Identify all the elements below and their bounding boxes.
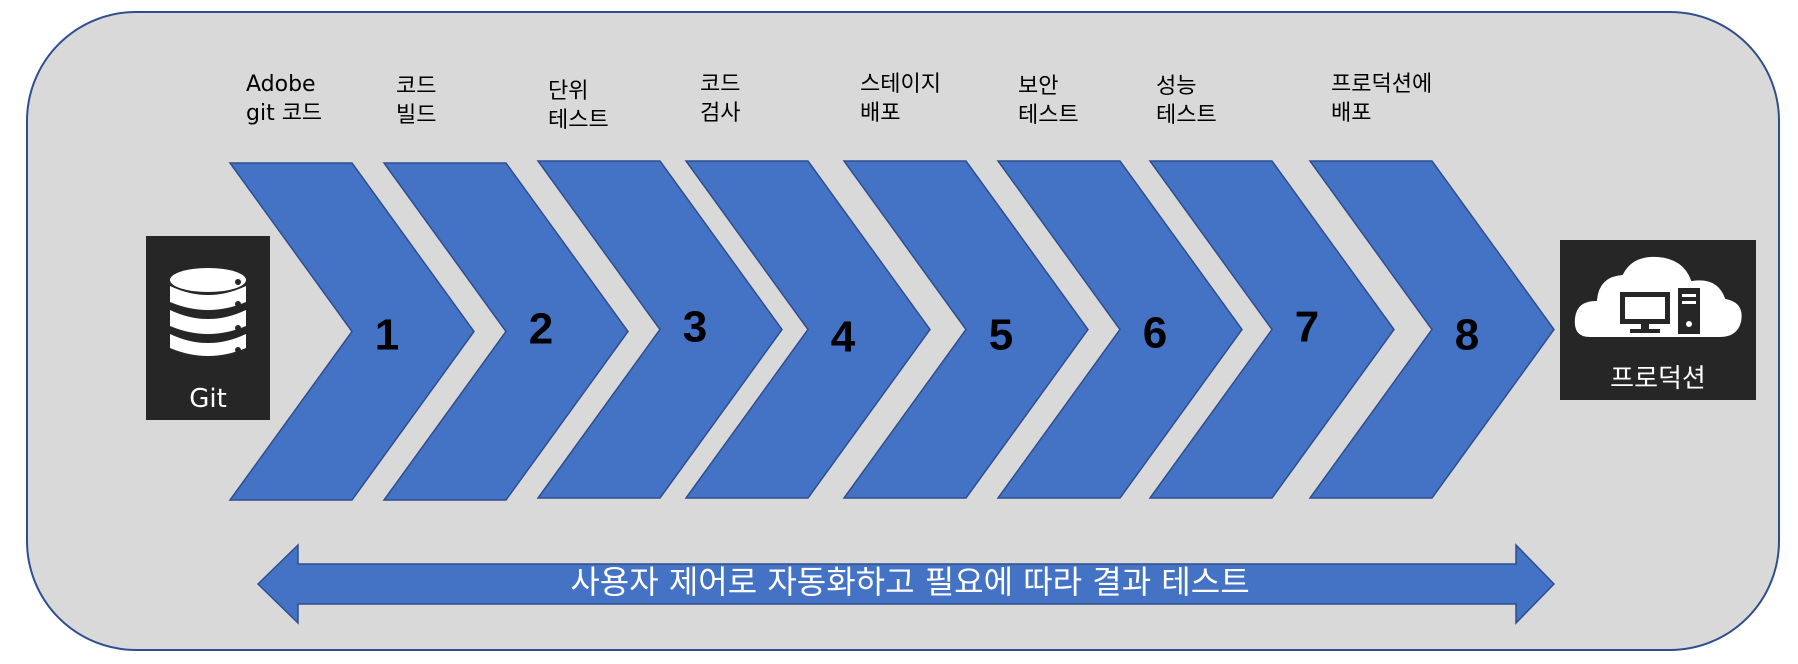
chevron-step-4 xyxy=(684,160,931,499)
step-number-7: 7 xyxy=(1295,303,1319,352)
step-3-label: 단위 테스트 xyxy=(548,79,609,133)
bidirectional-arrow xyxy=(256,543,1556,625)
step-6-label: 보안 테스트 xyxy=(1018,74,1079,128)
step-4-label: 코드 검사 xyxy=(700,72,741,126)
production-target: 프로덕션 xyxy=(1560,240,1756,400)
chevron-step-3 xyxy=(536,160,783,499)
step-number-5: 5 xyxy=(989,311,1013,360)
chevron-step-1 xyxy=(228,162,475,501)
chevron-step-2 xyxy=(382,162,629,501)
chevron-step-6 xyxy=(996,160,1243,499)
step-number-6: 6 xyxy=(1143,309,1167,358)
git-label: Git xyxy=(189,384,227,414)
database-icon xyxy=(170,268,246,356)
step-7-label: 성능 테스트 xyxy=(1156,74,1217,128)
git-repository: Git xyxy=(146,236,270,420)
step-number-8: 8 xyxy=(1455,311,1479,360)
chevron-step-7 xyxy=(1148,160,1395,499)
step-5-label: 스테이지 배포 xyxy=(860,72,941,126)
step-2-label: 코드 빌드 xyxy=(396,74,437,128)
step-number-4: 4 xyxy=(831,313,856,362)
production-label: 프로덕션 xyxy=(1610,364,1706,394)
cloud-computer-icon xyxy=(1572,254,1744,339)
step-number-2: 2 xyxy=(529,305,553,354)
step-8-label: 프로덕션에 배포 xyxy=(1331,72,1433,126)
step-number-3: 3 xyxy=(683,303,707,352)
step-number-1: 1 xyxy=(375,311,399,360)
automation-caption: 사용자 제어로 자동화하고 필요에 따라 결과 테스트 xyxy=(570,563,1250,601)
chevron-step-5 xyxy=(842,160,1089,499)
chevron-step-8 xyxy=(1308,160,1555,499)
step-1-label: Adobe git 코드 xyxy=(246,72,323,126)
